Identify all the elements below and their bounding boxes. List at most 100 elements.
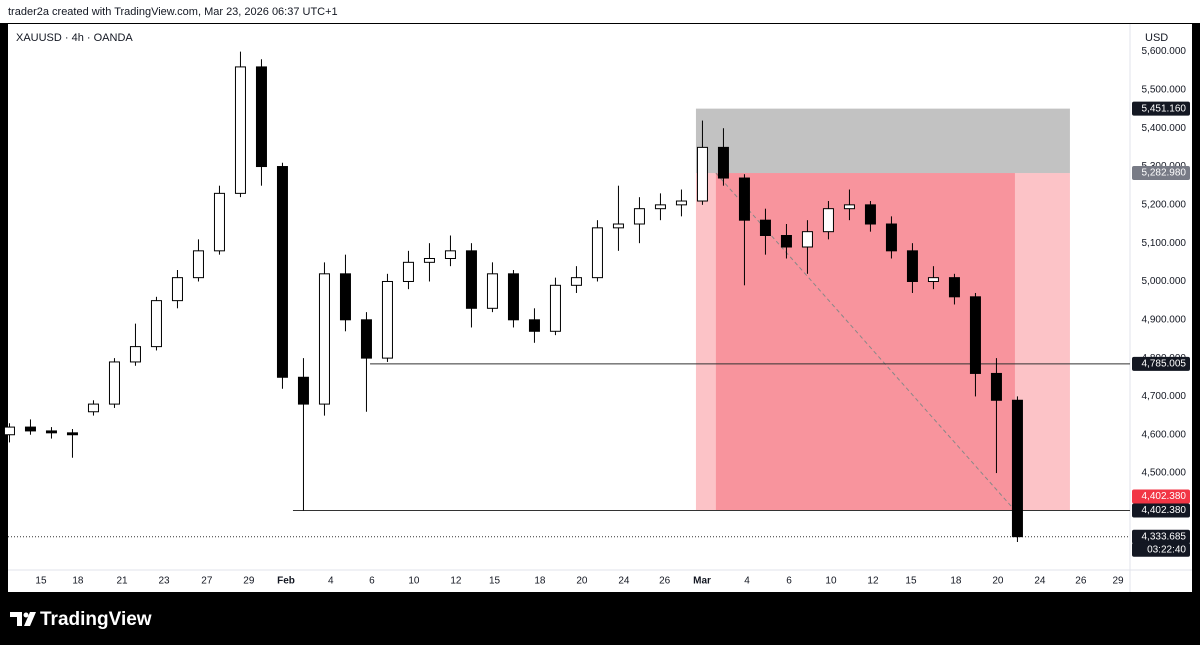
y-tick-label: 5,100.000 [1142, 238, 1187, 249]
y-axis-label: USD [1145, 32, 1168, 44]
candle-body [927, 277, 939, 282]
candle-body [360, 319, 372, 359]
logo-dot [23, 612, 29, 618]
candle-body [948, 277, 960, 298]
target-price-label-bg [1132, 489, 1190, 504]
x-tick-label: 23 [158, 576, 170, 587]
candle-body [591, 227, 603, 279]
candle-body [507, 273, 519, 321]
trend-dash [715, 172, 1016, 511]
x-tick-label: 15 [35, 576, 47, 587]
y-tick-label: 5,500.000 [1142, 85, 1187, 96]
candle-body [213, 192, 225, 252]
target-price-label: 4,402.380 [1142, 491, 1187, 502]
target-zone [695, 173, 1070, 511]
last-price-label-bg [1132, 529, 1190, 544]
candle-body [843, 204, 855, 210]
brand: TradingView [40, 609, 152, 630]
candle-body [234, 66, 246, 194]
candle-body [87, 403, 99, 413]
entry-price-label: 5,282.980 [1142, 168, 1187, 179]
chart-area [8, 24, 1192, 592]
y-tick-label: 4,700.000 [1142, 391, 1187, 402]
candle-body [171, 277, 183, 302]
candle-body [675, 200, 687, 206]
y-tick-label: 5,400.000 [1142, 123, 1187, 134]
candle-body [3, 426, 15, 436]
candle-body [297, 376, 309, 405]
x-tick-label: 6 [786, 576, 792, 587]
candle-body [969, 296, 981, 374]
stop-price-label: 5,451.160 [1142, 103, 1187, 114]
x-tick-label: 21 [116, 576, 128, 587]
candle-body [486, 273, 498, 309]
level-price-label-bg [1132, 356, 1190, 371]
x-tick-label: 24 [618, 576, 630, 587]
x-tick-label: 18 [950, 576, 962, 587]
x-tick-label: 26 [1075, 576, 1087, 587]
candle-body [339, 273, 351, 321]
candle-body [423, 257, 435, 263]
x-tick-label: 4 [744, 576, 750, 587]
y-tick-label: 4,600.000 [1142, 429, 1187, 440]
candle-body [780, 235, 792, 248]
candle-body [738, 177, 750, 221]
y-tick-label: 5,600.000 [1142, 46, 1187, 57]
caption: trader2a created with TradingView.com, M… [8, 6, 338, 18]
x-tick-label: Mar [693, 576, 711, 587]
x-tick-label: 20 [992, 576, 1004, 587]
x-tick-label: 20 [576, 576, 588, 587]
candle-body [528, 319, 540, 332]
x-tick-label: 15 [905, 576, 917, 587]
caption-bar [0, 0, 1200, 23]
x-tick-label: 18 [534, 576, 546, 587]
candle-body [1011, 399, 1023, 538]
stop-zone [695, 108, 1070, 174]
candle-body [402, 261, 414, 282]
candle-body [381, 280, 393, 359]
candle-body [990, 372, 1002, 401]
x-tick-label: Feb [277, 576, 295, 587]
x-tick-label: 26 [659, 576, 671, 587]
level-price-label: 4,785.005 [1142, 358, 1187, 369]
x-tick-label: 10 [825, 576, 837, 587]
candle-body [465, 250, 477, 309]
x-tick-label: 12 [450, 576, 462, 587]
candle-body [906, 250, 918, 282]
logo-icon [10, 612, 36, 626]
candle-body [24, 426, 36, 432]
candle-body [318, 273, 330, 405]
candle-body [864, 204, 876, 225]
candle-body [45, 430, 57, 434]
x-tick-label: 12 [867, 576, 879, 587]
level-price-label: 4,402.380 [1142, 505, 1187, 516]
candle-body [276, 166, 288, 378]
last-price-label: 4,333.685 [1142, 531, 1187, 542]
y-tick-label: 5,000.000 [1142, 276, 1187, 287]
x-tick-label: 4 [328, 576, 334, 587]
entry-price-label-bg [1132, 166, 1190, 181]
plot [3, 51, 1130, 543]
candle-body [129, 346, 141, 363]
title-bg [10, 28, 130, 46]
candle-body [717, 146, 729, 179]
logo [10, 612, 36, 626]
y-tick-label: 4,500.000 [1142, 468, 1187, 479]
x-tick-label: 24 [1034, 576, 1046, 587]
chart-title: XAUUSD · 4h · OANDA [16, 32, 133, 44]
candle-body [66, 432, 78, 436]
candle-body [612, 223, 624, 229]
candle-body [654, 204, 666, 210]
level-price-label-bg [1132, 503, 1190, 518]
candle-body [822, 208, 834, 233]
candle-body [192, 250, 204, 279]
x-tick-label: 15 [489, 576, 501, 587]
countdown-label-bg [1132, 542, 1190, 557]
candle-body [255, 66, 267, 168]
x-tick-label: 18 [72, 576, 84, 587]
unit-bg [1132, 26, 1190, 48]
candle-body [444, 250, 456, 259]
candle-body [108, 361, 120, 405]
